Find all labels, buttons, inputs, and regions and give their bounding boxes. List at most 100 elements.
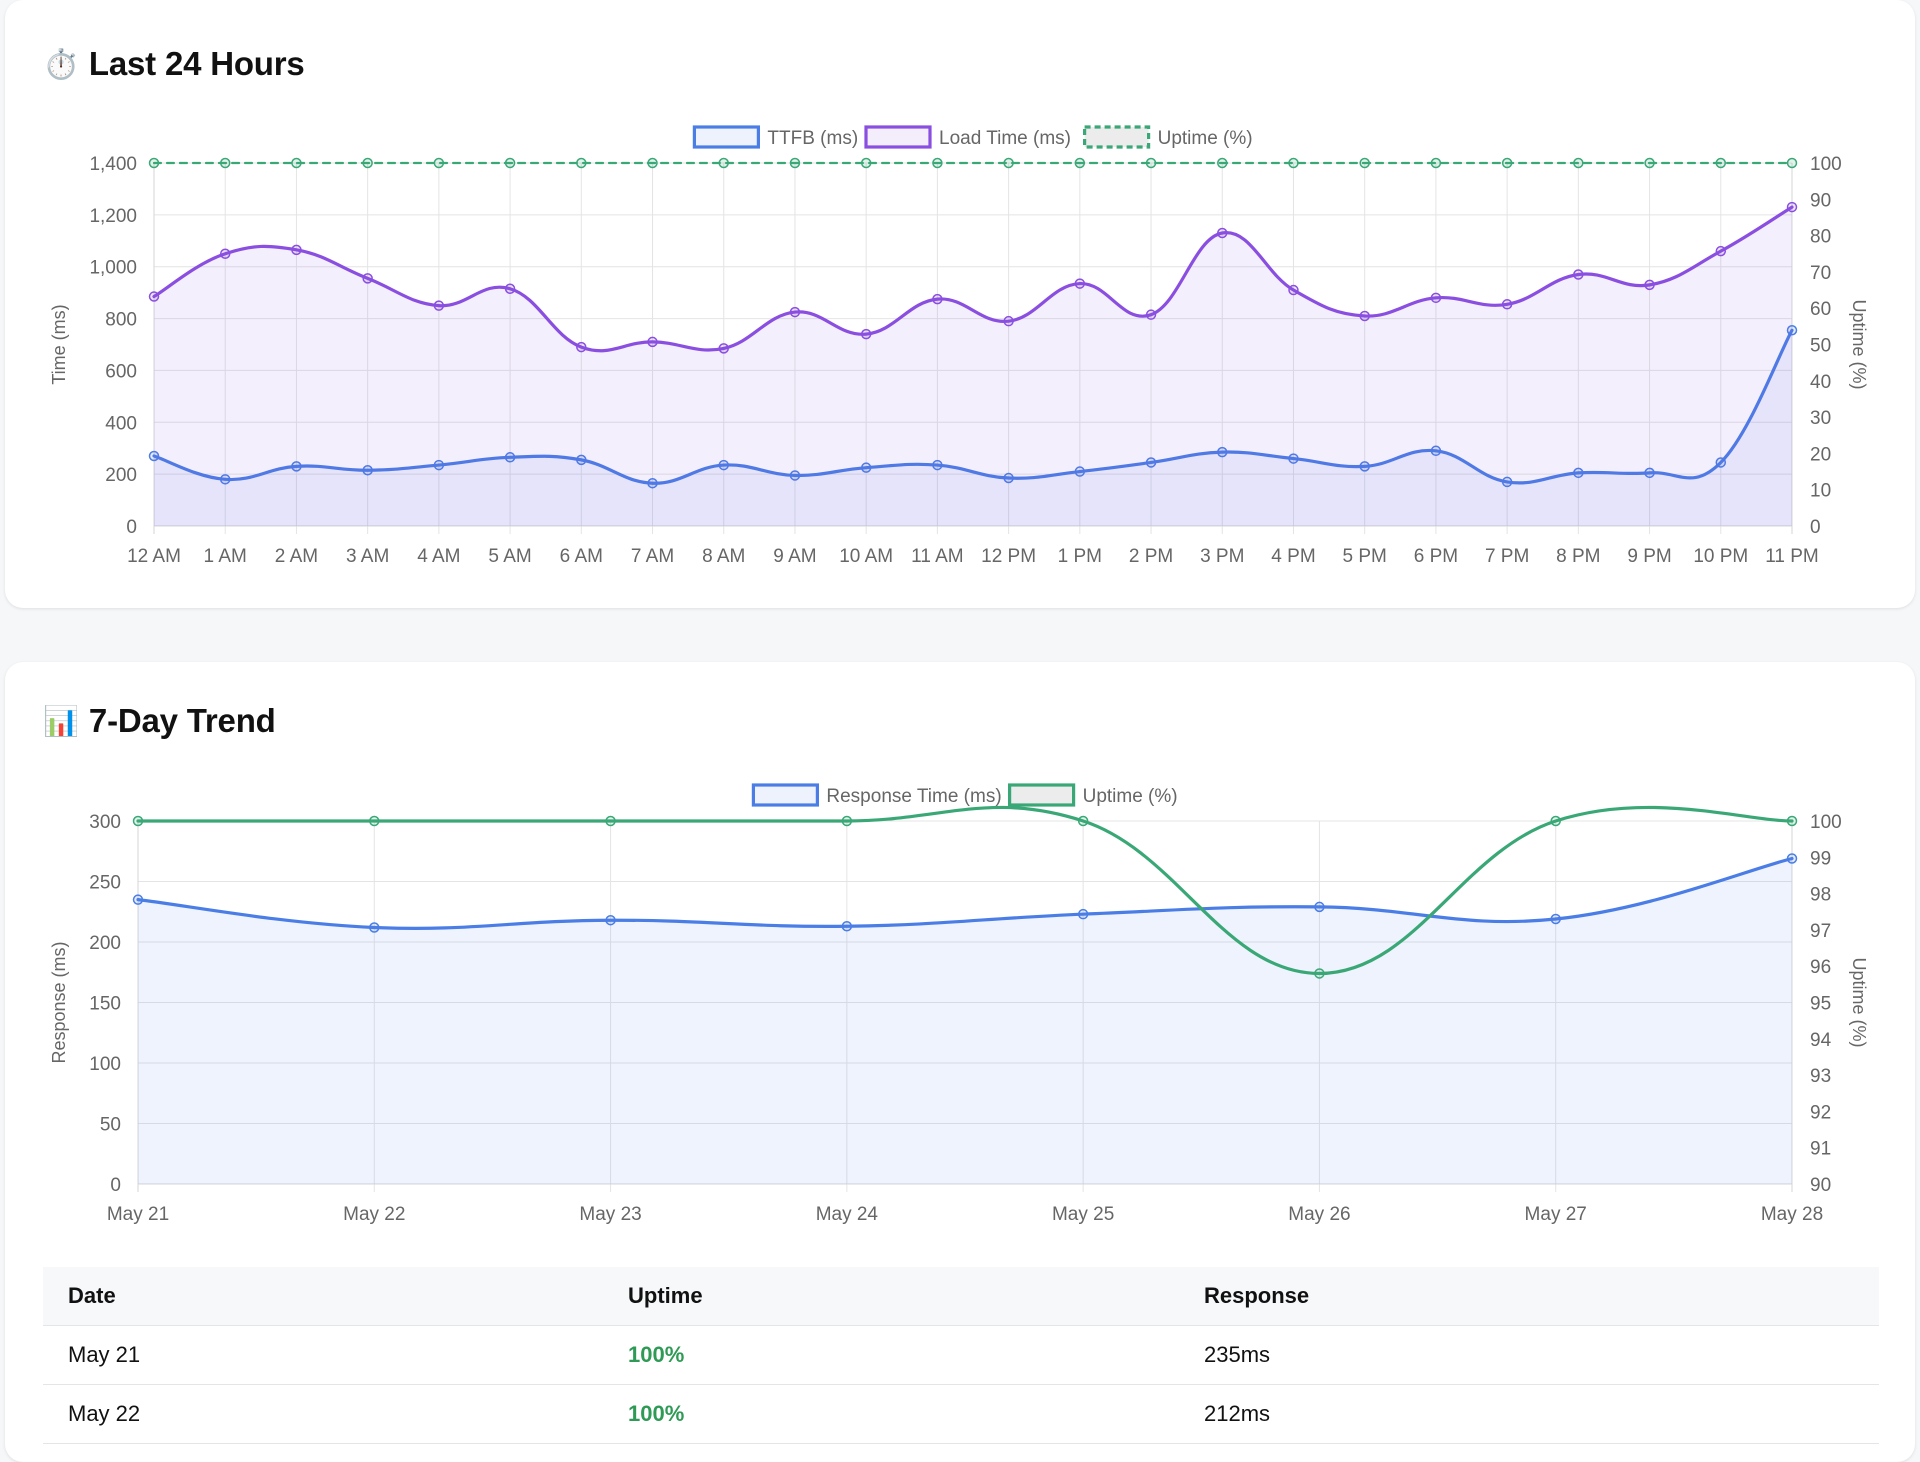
last-24-hours-card: ⏱️ Last 24 Hours 0 200 400 600 800 1,000 1,200… <box>5 0 1915 608</box>
series-1-line <box>152 205 1794 353</box>
series-0-point <box>1217 446 1228 458</box>
series-0-point <box>504 452 516 463</box>
row-date: May 22 <box>43 1384 603 1444</box>
series-0-point <box>369 922 380 933</box>
y2-tick-label: 70 <box>1810 263 1831 284</box>
series-1-point <box>504 283 516 295</box>
series-0-point <box>433 459 445 471</box>
y2-tick-label: 99 <box>1810 848 1831 869</box>
y-axis-title: Response (ms) <box>49 941 69 1063</box>
y2-tick-label: 94 <box>1810 1030 1832 1051</box>
x-tick-label: 4 AM <box>417 546 460 567</box>
x-tick-label: May 25 <box>1052 1204 1114 1225</box>
y2-axis-title: Uptime (%) <box>1849 957 1869 1047</box>
legend-swatch <box>1082 125 1151 149</box>
y-tick-label: 1,200 <box>89 206 137 227</box>
series-1-point <box>1077 815 1089 827</box>
y2-tick-label: 100 <box>1810 154 1842 175</box>
series-2-point <box>1501 157 1513 169</box>
stopwatch-icon: ⏱️ <box>43 46 79 81</box>
table-row: May 21 100% 235ms <box>43 1325 1879 1385</box>
y2-tick-label: 90 <box>1810 190 1831 211</box>
legend-label: Uptime (%) <box>1083 786 1178 807</box>
series-1-point <box>362 273 373 284</box>
series-0-line <box>152 328 1794 485</box>
series-2-point <box>1644 157 1655 169</box>
series-0-area <box>138 858 1792 1184</box>
x-tick-label: 3 PM <box>1200 546 1244 567</box>
x-tick-label: 9 AM <box>773 546 816 567</box>
row-uptime: 100% <box>603 1384 1179 1444</box>
table-header-row: Date Uptime Response <box>43 1267 1879 1326</box>
row-uptime: 100% <box>603 1325 1179 1385</box>
x-tick-label: 11 AM <box>911 546 963 567</box>
series-0-point <box>860 462 872 473</box>
trend-table-container: Date Uptime Response May 21 100% 235ms M… <box>43 1267 1879 1444</box>
x-tick-label: 2 AM <box>275 546 318 567</box>
series-0-point <box>718 459 729 471</box>
y-tick-label: 1,000 <box>89 258 137 279</box>
y2-tick-label: 93 <box>1810 1066 1831 1087</box>
series-1-point <box>605 815 616 827</box>
x-tick-label: May 24 <box>816 1204 879 1225</box>
y-tick-label: 600 <box>105 361 137 382</box>
column-header-response: Response <box>1179 1267 1879 1326</box>
legend-label: Response Time (ms) <box>826 786 1001 807</box>
series-1-point <box>1501 299 1513 310</box>
series-2-point <box>1786 157 1798 169</box>
series-0-point <box>1501 476 1513 488</box>
series-2-point <box>362 157 373 169</box>
series-1-point <box>841 815 853 827</box>
x-tick-label: 10 AM <box>839 546 893 567</box>
series-1-line <box>136 805 1794 976</box>
x-tick-label: 12 PM <box>981 546 1036 567</box>
x-tick-label: 11 PM <box>1765 546 1819 567</box>
y2-tick-label: 98 <box>1810 885 1831 906</box>
x-tick-label: 4 PM <box>1271 546 1315 567</box>
series-2-point <box>504 157 516 169</box>
legend-swatch <box>1007 783 1076 807</box>
series-1-point <box>576 341 587 353</box>
series-0-point <box>1003 472 1014 484</box>
series-0-point <box>1786 853 1798 864</box>
column-header-uptime: Uptime <box>603 1267 1179 1326</box>
x-tick-label: 1 PM <box>1058 546 1102 567</box>
series-2-point <box>1573 157 1584 169</box>
series-1-point <box>932 293 943 305</box>
x-tick-label: 3 AM <box>346 546 389 567</box>
x-tick-label: May 26 <box>1288 1204 1350 1225</box>
x-tick-label: 7 AM <box>631 546 674 567</box>
y-tick-label: 0 <box>126 517 137 538</box>
y-tick-label: 400 <box>105 413 137 434</box>
y2-tick-label: 80 <box>1810 227 1831 248</box>
y-tick-label: 200 <box>105 465 137 486</box>
series-1-point <box>860 328 872 340</box>
y2-tick-label: 0 <box>1810 517 1821 538</box>
table-row: May 22 100% 212ms <box>43 1384 1879 1444</box>
series-0-point <box>1314 901 1325 913</box>
y-tick-label: 150 <box>89 994 121 1015</box>
seven-day-trend-chart: 0 50 100 150 200 250 300 90 91 92 93 94 95 96 97 98 99 10… <box>49 783 1869 1225</box>
y-tick-label: 800 <box>105 310 137 331</box>
x-tick-label: May 21 <box>107 1204 169 1225</box>
series-1-point <box>1573 269 1584 280</box>
series-2-point <box>1217 157 1228 169</box>
x-tick-label: 6 PM <box>1414 546 1458 567</box>
x-tick-label: May 22 <box>343 1204 405 1225</box>
series-2-point <box>1715 157 1727 169</box>
legend-swatch <box>751 783 820 807</box>
legend-label: Uptime (%) <box>1158 128 1253 149</box>
legend-item: Uptime (%) <box>1007 783 1178 807</box>
y2-tick-label: 40 <box>1810 372 1831 393</box>
series-1-point <box>1074 278 1086 289</box>
series-0-area <box>154 330 1792 526</box>
legend-item: Response Time (ms) <box>751 783 1002 807</box>
series-2-point <box>1003 157 1014 169</box>
series-1-point <box>1786 201 1798 213</box>
seven-day-trend-title-text: 7-Day Trend <box>88 702 276 739</box>
y2-tick-label: 97 <box>1810 921 1831 942</box>
series-1-point <box>718 343 729 354</box>
y-tick-label: 100 <box>89 1054 121 1075</box>
y2-tick-label: 100 <box>1810 812 1842 833</box>
series-2-point <box>1074 157 1086 169</box>
